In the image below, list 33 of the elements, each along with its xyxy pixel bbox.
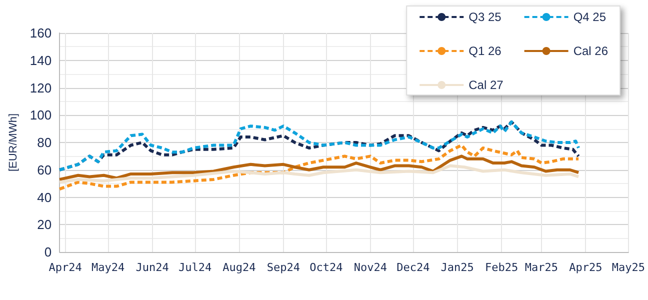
line-series	[58, 154, 580, 181]
line-series	[58, 144, 580, 191]
y-tick-label: 140	[30, 52, 52, 68]
line-series	[58, 164, 580, 184]
y-tick-label: 60	[37, 162, 52, 178]
x-tick-label: Aug24	[222, 261, 256, 274]
y-tick-label: 20	[37, 217, 52, 232]
x-tick-label: Oct24	[310, 261, 344, 274]
x-tick-label: Dec24	[396, 261, 430, 274]
x-tick-label: Feb25	[484, 261, 518, 274]
y-tick-label: 40	[37, 190, 52, 205]
y-tick-label: 0	[44, 244, 52, 260]
x-tick-label: Apr24	[48, 261, 82, 274]
legend-label: Q3 25	[468, 10, 502, 24]
line-series	[58, 120, 580, 172]
legend-label: Cal 26	[573, 44, 608, 58]
y-tick-label: 160	[30, 26, 52, 40]
x-tick-label: Nov24	[354, 261, 388, 274]
x-tick-label: Jul24	[178, 261, 212, 274]
x-tick-label: May24	[92, 261, 125, 274]
x-tick-label: May25	[612, 261, 646, 274]
legend-label: Cal 27	[468, 78, 504, 92]
y-tick-label: 100	[30, 108, 52, 123]
x-tick-label: Jan25	[440, 261, 474, 274]
y-tick-label: 80	[37, 135, 52, 150]
x-tick-label: Sep24	[266, 261, 300, 274]
x-tick-label: Jun24	[136, 261, 170, 274]
y-tick-label: 120	[30, 80, 52, 96]
x-tick-label: Mar25	[524, 261, 558, 274]
x-tick-label: Apr25	[569, 261, 602, 274]
legend-label: Q1 26	[468, 44, 502, 58]
legend-label: Q4 25	[573, 10, 606, 24]
y-axis-title: [EUR/MWh]	[8, 113, 20, 172]
